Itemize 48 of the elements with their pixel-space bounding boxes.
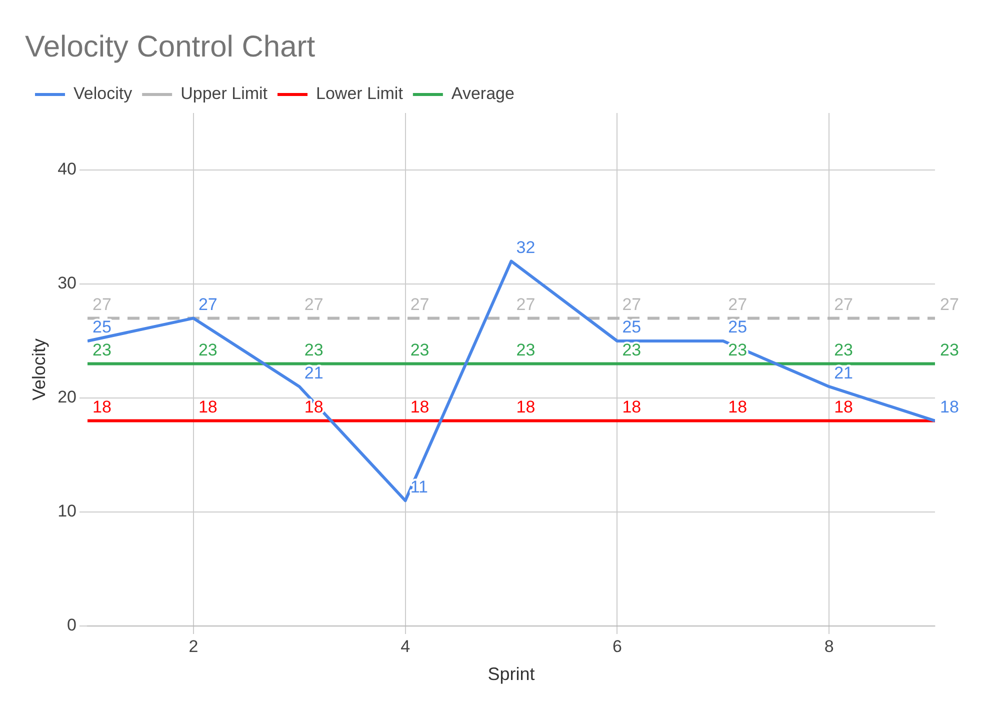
data-label: 21 [834,363,853,382]
legend-label: Lower Limit [316,84,404,104]
data-label: 18 [516,397,536,416]
data-label: 23 [516,340,536,360]
data-label: 18 [410,397,430,416]
data-label: 18 [198,397,218,416]
data-label: 27 [728,294,748,314]
data-label: 27 [834,294,853,314]
x-tick-label: 2 [188,636,198,656]
data-label: 27 [622,294,642,314]
data-label: 18 [728,397,748,416]
y-tick-label: 30 [58,274,77,293]
data-label: 27 [940,294,959,314]
chart-title: Velocity Control Chart [25,30,316,64]
x-tick-label: 6 [612,636,622,656]
y-axis-title: Velocity [28,338,49,401]
data-label: 23 [622,340,642,360]
legend-label: Average [451,84,514,104]
data-label: 11 [410,477,428,496]
data-label: 27 [92,294,112,314]
data-label: 18 [622,397,642,416]
y-tick-label: 10 [58,502,77,521]
y-tick-label: 20 [58,388,77,407]
data-label: 25 [728,318,748,337]
x-tick-label: 4 [400,636,410,656]
legend-label: Velocity [74,84,133,104]
x-axis-title: Sprint [488,664,535,684]
data-label: 23 [834,340,853,360]
data-label: 27 [516,294,536,314]
data-label: 23 [410,340,430,360]
data-label: 27 [198,294,218,314]
y-tick-label: 40 [58,160,77,179]
data-label: 23 [198,340,218,360]
data-label: 23 [940,340,959,360]
y-tick-label: 0 [67,616,77,635]
x-tick-label: 8 [824,636,834,656]
data-label: 25 [92,318,112,337]
data-label: 21 [304,363,324,382]
data-label: 18 [834,397,853,416]
legend-label: Upper Limit [180,84,268,104]
data-label: 27 [410,294,430,314]
data-label: 18 [940,397,959,416]
data-label: 25 [622,318,642,337]
data-label: 32 [516,238,536,257]
data-label: 27 [304,294,324,314]
data-label: 18 [92,397,112,416]
data-label: 23 [92,340,112,360]
data-label: 23 [304,340,324,360]
